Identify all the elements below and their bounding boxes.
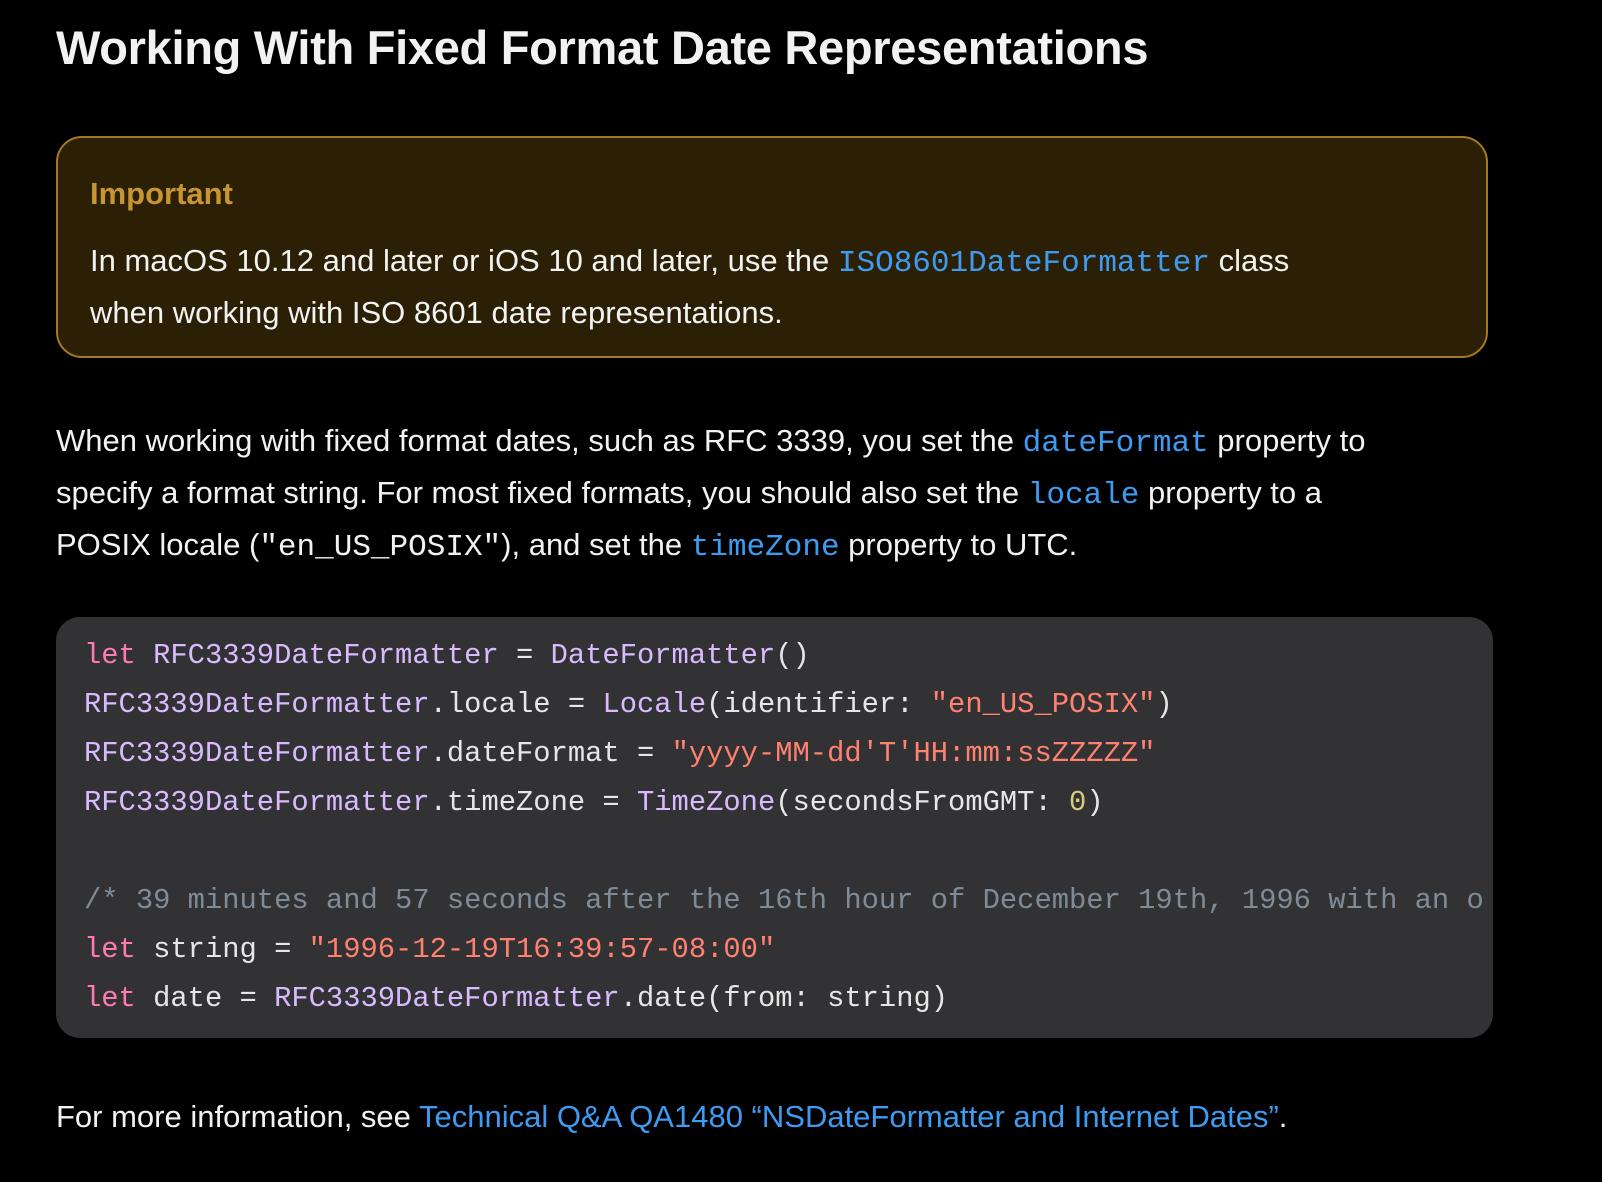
code-text: (): [775, 639, 810, 672]
code-text: =: [498, 639, 551, 672]
text: For more information, see: [56, 1099, 419, 1134]
footer: For more information, see Technical Q&A …: [56, 1092, 1287, 1141]
aside-title: Important: [90, 176, 233, 211]
code-line: RFC3339DateFormatter.dateFormat = "yyyy-…: [84, 729, 1484, 778]
important-aside: Important In macOS 10.12 and later or iO…: [56, 136, 1488, 358]
heading: Working With Fixed Format Date Represent…: [56, 21, 1149, 74]
code-line: RFC3339DateFormatter.locale = Locale(ide…: [84, 680, 1484, 729]
string-literal: "1996-12-19T16:39:57-08:00": [308, 933, 776, 966]
code-line: /* 39 minutes and 57 seconds after the 1…: [84, 876, 1484, 925]
text: specify a format string. For most fixed …: [56, 475, 1028, 510]
number-literal: 0: [1069, 786, 1087, 819]
code-link[interactable]: dateFormat: [1022, 426, 1209, 461]
string-literal: "en_US_POSIX": [930, 688, 1156, 721]
code-link[interactable]: locale: [1027, 478, 1140, 513]
code-text: (secondsFromGMT:: [775, 786, 1070, 819]
identifier: RFC3339DateFormatter: [84, 688, 430, 721]
keyword: let: [84, 639, 136, 672]
comment: /* 39 minutes and 57 seconds after the 1…: [84, 884, 1484, 917]
code-text: .locale =: [429, 688, 603, 721]
string-literal: "yyyy-MM-dd'T'HH:mm:ssZZZZZ": [671, 737, 1156, 770]
code-text: date =: [135, 982, 275, 1015]
text: When working with fixed format dates, su…: [56, 423, 1023, 458]
code-text: .date(from: string): [619, 982, 949, 1015]
aside-body: In macOS 10.12 and later or iOS 10 and l…: [90, 236, 1289, 337]
code-line: let RFC3339DateFormatter = DateFormatter…: [84, 631, 1484, 680]
text: ), and set the: [501, 527, 691, 562]
identifier: RFC3339DateFormatter: [84, 786, 430, 819]
inline-code: "en_US_POSIX": [259, 530, 502, 565]
keyword: let: [84, 982, 136, 1015]
text: property to a: [1139, 475, 1323, 510]
paragraph: When working with fixed format dates, su…: [56, 416, 1365, 572]
text: property to: [1208, 423, 1366, 458]
code-text: .dateFormat =: [429, 737, 672, 770]
blank-line: [84, 827, 1484, 876]
code-text: (identifier:: [706, 688, 931, 721]
code-line: let string = "1996-12-19T16:39:57-08:00": [84, 925, 1484, 974]
text: In macOS 10.12 and later or iOS 10 and l…: [90, 243, 838, 278]
identifier: RFC3339DateFormatter: [84, 737, 430, 770]
code-text: ): [1086, 786, 1104, 819]
text: class: [1209, 243, 1290, 278]
code-link[interactable]: ISO8601DateFormatter: [837, 246, 1210, 281]
type-name: DateFormatter: [550, 639, 776, 672]
code-text: string =: [135, 933, 309, 966]
code-line: let date = RFC3339DateFormatter.date(fro…: [84, 974, 1484, 1023]
code-text: ): [1155, 688, 1173, 721]
text: when working with ISO 8601 date represen…: [90, 295, 783, 330]
type-name: Locale: [602, 688, 707, 721]
identifier: RFC3339DateFormatter: [135, 639, 499, 672]
code-lines: let RFC3339DateFormatter = DateFormatter…: [84, 631, 1484, 1023]
link[interactable]: Technical Q&A QA1480 “NSDateFormatter an…: [418, 1099, 1279, 1134]
code-block: let RFC3339DateFormatter = DateFormatter…: [56, 617, 1493, 1038]
code-text: .timeZone =: [429, 786, 637, 819]
code-link[interactable]: timeZone: [690, 530, 840, 565]
keyword: let: [84, 933, 136, 966]
code-line: RFC3339DateFormatter.timeZone = TimeZone…: [84, 778, 1484, 827]
identifier: RFC3339DateFormatter: [274, 982, 620, 1015]
text: .: [1278, 1099, 1288, 1134]
text: POSIX locale (: [56, 527, 260, 562]
text: property to UTC.: [839, 527, 1078, 562]
type-name: TimeZone: [637, 786, 776, 819]
